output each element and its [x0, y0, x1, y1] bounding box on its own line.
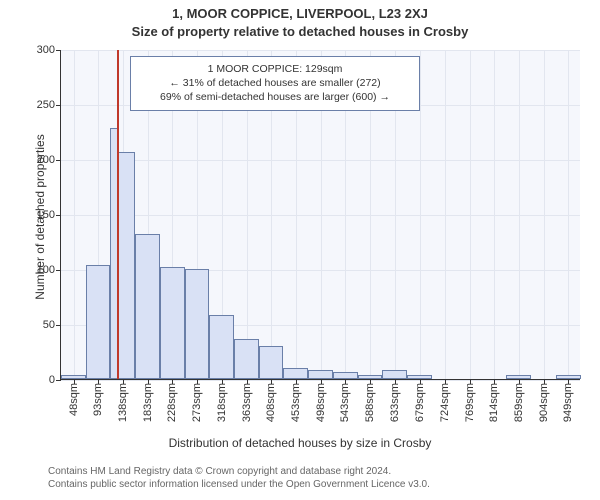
histogram-bar: [506, 375, 531, 379]
xtick-label: 724sqm: [439, 379, 451, 422]
xtick-label: 228sqm: [166, 379, 178, 422]
footer-attribution: Contains HM Land Registry data © Crown c…: [48, 466, 430, 491]
chart-title-description: Size of property relative to detached ho…: [0, 24, 600, 39]
histogram-bar: [407, 375, 432, 379]
annotation-box: 1 MOOR COPPICE: 129sqm ← 31% of detached…: [130, 56, 420, 111]
gridline-vertical: [519, 50, 520, 379]
xtick-label: 769sqm: [464, 379, 476, 422]
xtick-label: 453sqm: [290, 379, 302, 422]
gridline-vertical: [470, 50, 471, 379]
chart-container: { "chart": { "type": "histogram", "title…: [0, 0, 600, 500]
xtick-label: 48sqm: [68, 379, 80, 416]
histogram-bar: [209, 315, 234, 379]
xtick-label: 814sqm: [488, 379, 500, 422]
ytick-label: 300: [37, 44, 61, 56]
xtick-label: 588sqm: [364, 379, 376, 422]
footer-line-2: Contains public sector information licen…: [48, 479, 430, 492]
annotation-line-larger: 69% of semi-detached houses are larger (…: [139, 90, 411, 104]
gridline-vertical: [494, 50, 495, 379]
gridline-vertical: [74, 50, 75, 379]
histogram-bar: [358, 375, 383, 379]
histogram-bar: [86, 265, 111, 379]
histogram-bar: [556, 375, 581, 379]
xtick-label: 318sqm: [216, 379, 228, 422]
xtick-label: 363sqm: [241, 379, 253, 422]
subject-property-marker: [117, 50, 119, 379]
y-axis-label: Number of detached properties: [33, 117, 47, 317]
xtick-label: 859sqm: [513, 379, 525, 422]
xtick-label: 543sqm: [339, 379, 351, 422]
annotation-line-smaller: ← 31% of detached houses are smaller (27…: [139, 76, 411, 90]
histogram-bar: [283, 368, 308, 379]
histogram-bar: [382, 370, 407, 379]
gridline-vertical: [445, 50, 446, 379]
histogram-bar: [135, 234, 160, 379]
xtick-label: 273sqm: [191, 379, 203, 422]
histogram-bar: [333, 372, 358, 379]
xtick-label: 904sqm: [538, 379, 550, 422]
histogram-bar: [259, 346, 284, 379]
gridline-vertical: [568, 50, 569, 379]
xtick-label: 633sqm: [389, 379, 401, 422]
histogram-bar: [234, 339, 259, 379]
xtick-label: 949sqm: [562, 379, 574, 422]
ytick-label: 250: [37, 99, 61, 111]
gridline-vertical: [420, 50, 421, 379]
xtick-label: 183sqm: [142, 379, 154, 422]
xtick-label: 138sqm: [117, 379, 129, 422]
histogram-bar: [118, 152, 135, 379]
histogram-bar: [160, 267, 185, 379]
gridline-vertical: [544, 50, 545, 379]
xtick-label: 498sqm: [315, 379, 327, 422]
xtick-label: 408sqm: [265, 379, 277, 422]
histogram-bar: [61, 375, 86, 379]
xtick-label: 93sqm: [92, 379, 104, 416]
footer-line-1: Contains HM Land Registry data © Crown c…: [48, 466, 430, 479]
ytick-label: 50: [43, 319, 61, 331]
histogram-bar: [185, 269, 210, 379]
histogram-bar: [308, 370, 333, 379]
x-axis-label: Distribution of detached houses by size …: [0, 436, 600, 450]
ytick-label: 0: [49, 374, 61, 386]
chart-title-address: 1, MOOR COPPICE, LIVERPOOL, L23 2XJ: [0, 6, 600, 21]
xtick-label: 679sqm: [414, 379, 426, 422]
annotation-line-subject: 1 MOOR COPPICE: 129sqm: [139, 62, 411, 76]
